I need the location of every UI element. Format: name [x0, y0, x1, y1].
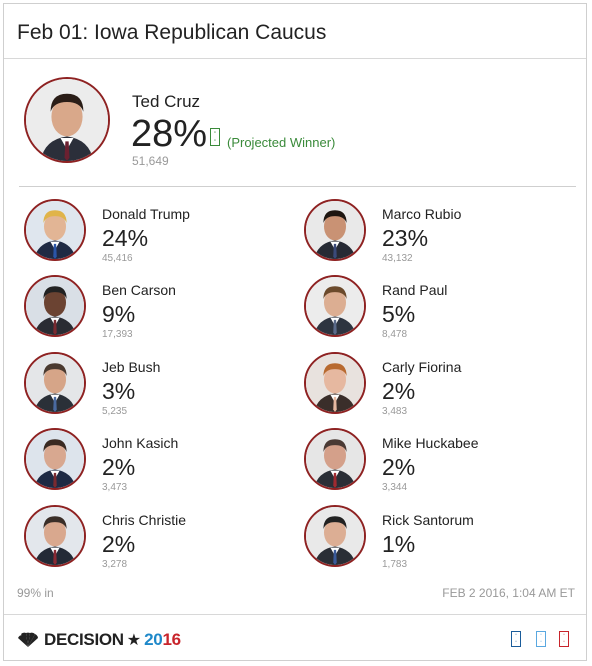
candidate-votes: 3,278 [102, 559, 128, 570]
candidate-avatar-ben-carson [24, 275, 86, 337]
candidate-portrait-image [306, 430, 364, 488]
candidate-votes: 1,783 [382, 559, 408, 570]
candidate-avatar-chris-christie [24, 505, 86, 567]
candidate-portrait-image [306, 507, 364, 565]
candidate-portrait-image [26, 277, 84, 335]
candidate-portrait-image [26, 430, 84, 488]
candidate-name: John Kasich [102, 435, 179, 451]
candidate-votes: 45,416 [102, 253, 133, 264]
candidate-percentage: 1% [382, 531, 416, 557]
candidate-name: Rand Paul [382, 282, 448, 298]
winner-votes: 51,649 [132, 154, 169, 168]
race-call-icon-blue-light[interactable]: ▫ ▫ [536, 631, 546, 647]
logo-year-part1: 20 [144, 630, 163, 649]
candidate-avatar-marco-rubio [304, 199, 366, 261]
winner-percentage: 28% [131, 113, 208, 155]
candidate-name: Jeb Bush [102, 359, 161, 375]
candidate-percentage: 2% [382, 454, 416, 480]
logo-year-part2: 16 [162, 630, 181, 649]
candidate-avatar-rick-santorum [304, 505, 366, 567]
candidate-name: Carly Fiorina [382, 359, 462, 375]
candidate-votes: 3,344 [382, 482, 408, 493]
candidate-name: Rick Santorum [382, 512, 474, 528]
nbc-peacock-icon [18, 632, 38, 647]
candidate-name: Marco Rubio [382, 206, 462, 222]
candidate-votes: 3,483 [382, 406, 408, 417]
divider [19, 186, 576, 187]
projected-winner-label: (Projected Winner) [227, 135, 336, 150]
race-call-icon-blue-dark[interactable]: ▫ ▫ [511, 631, 521, 647]
candidate-avatar-jeb-bush [24, 352, 86, 414]
race-call-icon-red[interactable]: ▫ ▫ [559, 631, 569, 647]
candidate-votes: 5,235 [102, 406, 128, 417]
candidate-portrait-image [306, 201, 364, 259]
logo-text: DECISION [44, 630, 124, 649]
candidate-percentage: 2% [382, 378, 416, 404]
candidate-name: Chris Christie [102, 512, 187, 528]
candidate-percentage: 2% [102, 454, 136, 480]
candidate-percentage: 3% [102, 378, 136, 404]
winner-avatar [24, 77, 110, 163]
candidate-portrait-image [26, 354, 84, 412]
results-card: Feb 01: Iowa Republican Caucus Ted Cruz … [3, 3, 587, 661]
candidate-portrait-image [306, 354, 364, 412]
candidate-portrait-image [26, 201, 84, 259]
candidate-avatar-carly-fiorina [304, 352, 366, 414]
candidate-portrait-image [306, 277, 364, 335]
winner-name: Ted Cruz [132, 92, 201, 111]
candidate-name: Ben Carson [102, 282, 176, 298]
candidate-portrait-image [26, 507, 84, 565]
candidate-avatar-john-kasich [24, 428, 86, 490]
candidate-votes: 8,478 [382, 329, 408, 340]
candidate-name: Mike Huckabee [382, 435, 479, 451]
star-icon: ★ [126, 632, 142, 649]
candidate-percentage: 2% [102, 531, 136, 557]
precincts-reporting: 99% in [17, 586, 54, 600]
candidate-avatar-donald-trump [24, 199, 86, 261]
candidate-votes: 3,473 [102, 482, 128, 493]
candidate-name: Donald Trump [102, 206, 190, 222]
last-updated-timestamp: FEB 2 2016, 1:04 AM ET [442, 586, 575, 600]
candidate-percentage: 24% [102, 225, 149, 251]
candidate-avatar-mike-huckabee [304, 428, 366, 490]
winner-portrait-image [26, 79, 108, 161]
page-title: Feb 01: Iowa Republican Caucus [17, 21, 327, 44]
footer: DECISION ★ 2016 ▫ ▫ ▫ ▫ ▫ ▫ [4, 614, 586, 660]
race-call-icon: ▫ ▫ [210, 128, 220, 146]
decision-2016-logo: DECISION ★ 2016 [16, 630, 181, 650]
logo-year: 2016 [144, 630, 181, 650]
candidate-avatar-rand-paul [304, 275, 366, 337]
candidate-votes: 17,393 [102, 329, 133, 340]
candidate-votes: 43,132 [382, 253, 413, 264]
candidate-percentage: 5% [382, 301, 416, 327]
header: Feb 01: Iowa Republican Caucus [4, 4, 586, 59]
candidate-percentage: 23% [382, 225, 429, 251]
candidate-percentage: 9% [102, 301, 136, 327]
